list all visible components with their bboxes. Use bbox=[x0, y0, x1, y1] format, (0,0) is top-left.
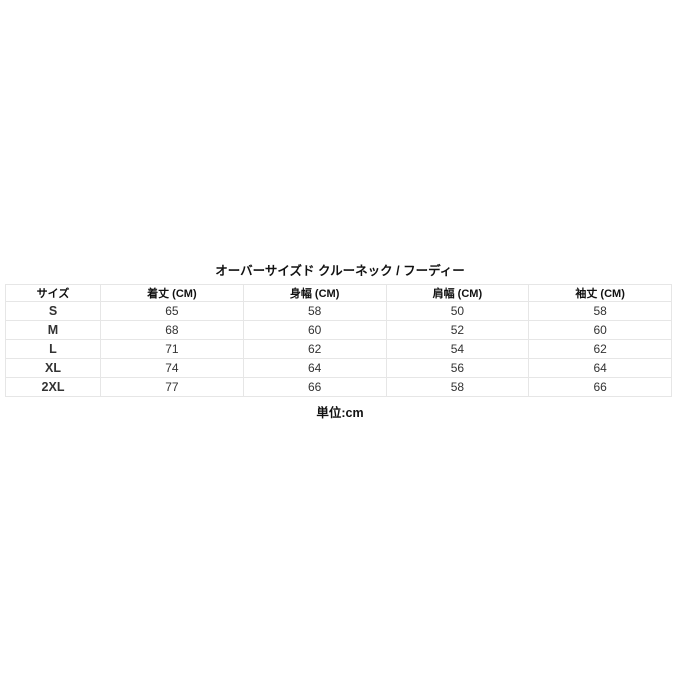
measurement-cell: 74 bbox=[100, 358, 244, 378]
measurement-cell: 66 bbox=[242, 377, 387, 397]
measurement-cell: 66 bbox=[528, 377, 672, 397]
measurement-cell: 65 bbox=[100, 301, 244, 321]
measurement-cell: 64 bbox=[528, 358, 672, 378]
header-row: サイズ 着丈 (CM) 身幅 (CM) 肩幅 (CM) 袖丈 (CM) bbox=[5, 284, 672, 302]
size-cell: 2XL bbox=[5, 377, 101, 397]
table-row: S 65 58 50 58 bbox=[5, 301, 672, 321]
chart-title: オーバーサイズド クルーネック / フーディー bbox=[215, 264, 465, 278]
size-table: サイズ 着丈 (CM) 身幅 (CM) 肩幅 (CM) 袖丈 (CM) S 65 58 50 5… bbox=[5, 284, 672, 397]
measurement-cell: 77 bbox=[100, 377, 244, 397]
unit-note: 単位:cm bbox=[316, 406, 364, 420]
table-row: L 71 62 54 62 bbox=[5, 339, 672, 359]
size-cell: M bbox=[5, 320, 101, 340]
size-cell: L bbox=[5, 339, 101, 359]
measurement-cell: 62 bbox=[242, 339, 387, 359]
table-row: 2XL 77 66 58 66 bbox=[5, 377, 672, 397]
measurement-cell: 54 bbox=[385, 339, 530, 359]
table-row: XL 74 64 56 64 bbox=[5, 358, 672, 378]
measurement-cell: 64 bbox=[242, 358, 387, 378]
column-header: 袖丈 (CM) bbox=[528, 284, 672, 302]
measurement-cell: 68 bbox=[100, 320, 244, 340]
measurement-cell: 58 bbox=[528, 301, 672, 321]
measurement-cell: 56 bbox=[385, 358, 530, 378]
table-row: M 68 60 52 60 bbox=[5, 320, 672, 340]
measurement-cell: 60 bbox=[242, 320, 387, 340]
measurement-cell: 60 bbox=[528, 320, 672, 340]
column-header: サイズ bbox=[5, 284, 101, 302]
column-header: 着丈 (CM) bbox=[100, 284, 244, 302]
size-cell: XL bbox=[5, 358, 101, 378]
column-header: 身幅 (CM) bbox=[242, 284, 387, 302]
column-header: 肩幅 (CM) bbox=[385, 284, 530, 302]
size-cell: S bbox=[5, 301, 101, 321]
measurement-cell: 52 bbox=[385, 320, 530, 340]
measurement-cell: 71 bbox=[100, 339, 244, 359]
measurement-cell: 50 bbox=[385, 301, 530, 321]
measurement-cell: 58 bbox=[242, 301, 387, 321]
measurement-cell: 58 bbox=[385, 377, 530, 397]
measurement-cell: 62 bbox=[528, 339, 672, 359]
